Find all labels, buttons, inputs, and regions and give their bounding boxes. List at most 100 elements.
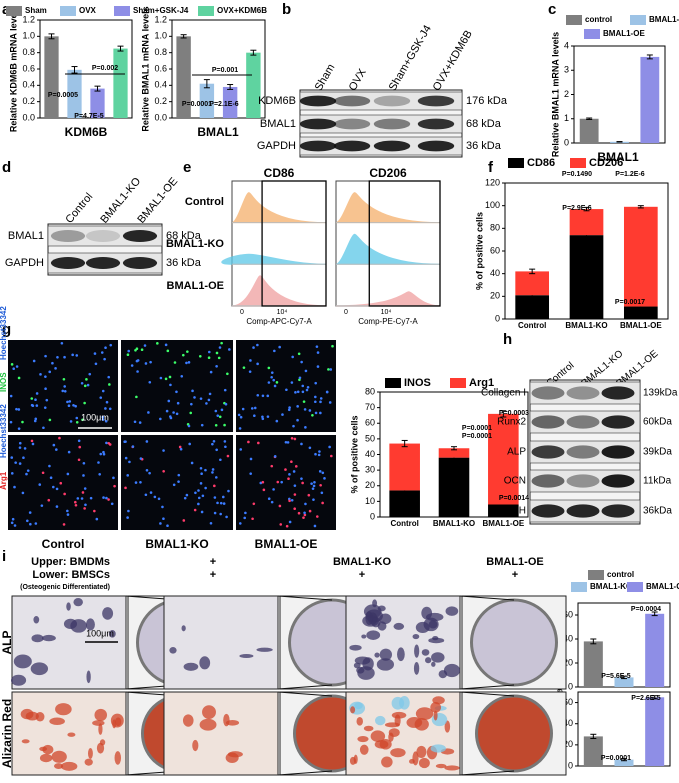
cell	[138, 421, 142, 424]
stain-patch	[390, 748, 406, 758]
cell	[199, 482, 203, 485]
p-value: P=0.001	[212, 67, 238, 74]
cell	[74, 500, 77, 504]
cell	[241, 407, 245, 411]
cell	[113, 484, 116, 488]
stain-patch	[199, 656, 211, 670]
cell	[93, 509, 96, 513]
cell	[187, 361, 191, 364]
flow-gate	[368, 180, 441, 307]
stain-patch	[86, 670, 91, 684]
bar-segment	[623, 306, 658, 319]
cell	[302, 400, 306, 403]
stain-patch	[397, 647, 405, 662]
cell	[300, 442, 303, 446]
stain-patch	[349, 644, 362, 651]
cell	[189, 411, 193, 415]
cell	[331, 344, 334, 348]
cell	[105, 496, 108, 500]
cell	[296, 405, 299, 408]
scale-label: 100μm	[86, 628, 114, 638]
cell	[223, 440, 227, 443]
cell	[313, 480, 316, 484]
cell	[194, 491, 197, 495]
cell	[145, 468, 149, 472]
cell	[253, 406, 257, 410]
stain-patch	[384, 722, 400, 728]
header-note: (Osteogenic Differentiated)	[20, 584, 110, 591]
stain-patch	[421, 606, 433, 620]
cell	[178, 445, 182, 449]
cell	[105, 441, 108, 445]
blot-band	[333, 95, 371, 107]
cell	[135, 395, 138, 399]
cell	[88, 372, 92, 376]
cell	[168, 375, 172, 379]
cell	[305, 388, 309, 392]
cell	[44, 375, 47, 378]
cell	[9, 420, 13, 424]
cell	[293, 493, 297, 496]
cell	[307, 493, 311, 497]
cell	[159, 522, 162, 525]
y-tick-label: 10	[365, 496, 375, 506]
cell	[34, 417, 38, 421]
cell	[99, 396, 103, 399]
cell	[29, 522, 32, 526]
cell	[124, 486, 127, 490]
cell	[44, 387, 47, 391]
flow-histogram	[335, 233, 441, 265]
well	[470, 598, 558, 687]
bar	[222, 86, 238, 118]
cell	[273, 349, 276, 353]
cell	[270, 500, 274, 504]
blot-band	[417, 118, 455, 130]
stain-patch	[445, 606, 459, 616]
blot-size-label: 68 kDa	[166, 230, 202, 242]
stain-patch	[94, 708, 108, 722]
micrograph	[8, 435, 118, 530]
cell	[176, 401, 180, 405]
cell	[71, 353, 74, 357]
cell	[224, 402, 228, 406]
legend-label: Arg1	[469, 377, 494, 389]
cell	[66, 509, 69, 513]
lane-label: Sham+GSK-J4	[387, 23, 434, 93]
stain-patch	[239, 653, 254, 658]
cell	[161, 505, 164, 509]
cell	[85, 378, 88, 381]
flow-tick-label: 10⁴	[381, 309, 392, 316]
blot-row-label: KDM6B	[258, 95, 296, 107]
cell	[193, 508, 197, 512]
cell	[218, 346, 222, 349]
stain-patch	[199, 718, 217, 731]
stain-patch	[256, 647, 273, 652]
stain-patch	[393, 622, 405, 630]
x-axis-label: BMAL1	[197, 125, 239, 139]
p-value: P=2.6E-5	[631, 695, 660, 702]
cell	[304, 502, 307, 506]
bar	[176, 36, 191, 119]
cell	[220, 341, 223, 345]
cell	[130, 364, 134, 367]
zoom-line	[277, 595, 333, 601]
cell	[303, 511, 306, 515]
blot-band	[417, 140, 455, 152]
stain-patch	[444, 765, 460, 771]
bar-segment	[389, 443, 420, 491]
panel-letter: d	[2, 159, 11, 176]
bar	[640, 56, 660, 143]
y-tick-label: 0.0	[154, 112, 167, 122]
cell	[179, 447, 183, 451]
cell	[261, 394, 265, 398]
cell	[75, 421, 79, 424]
flow-group-label: BMAL1-OE	[167, 280, 224, 292]
cell	[108, 407, 112, 411]
y-tick-label: 40	[563, 718, 573, 728]
cell	[157, 497, 161, 501]
cell	[97, 461, 100, 464]
cell	[102, 496, 105, 499]
stain-patch	[363, 725, 374, 732]
cell	[294, 391, 297, 394]
